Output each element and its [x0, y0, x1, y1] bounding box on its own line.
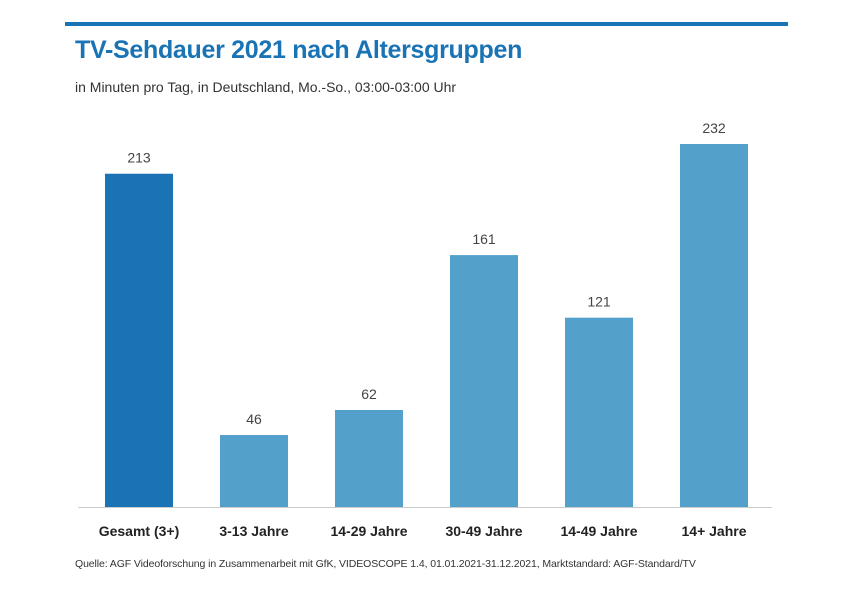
bar-2 [335, 409, 403, 507]
chart-subtitle: in Minuten pro Tag, in Deutschland, Mo.-… [75, 79, 457, 95]
category-label-1: 3-13 Jahre [219, 523, 288, 539]
top-accent-rule [65, 22, 788, 26]
bar-4 [565, 317, 633, 507]
bar-0 [105, 173, 173, 507]
category-label-3: 30-49 Jahre [445, 523, 522, 539]
data-label-0: 213 [127, 150, 151, 166]
data-label-5: 232 [702, 120, 726, 136]
category-label-0: Gesamt (3+) [99, 523, 180, 539]
category-label-4: 14-49 Jahre [560, 523, 637, 539]
data-label-1: 46 [246, 411, 262, 427]
chart-title: TV-Sehdauer 2021 nach Altersgruppen [75, 36, 523, 64]
data-label-3: 161 [472, 231, 496, 247]
category-label-5: 14+ Jahre [682, 523, 747, 539]
bar-3 [450, 255, 518, 507]
data-label-2: 62 [361, 386, 377, 402]
data-label-4: 121 [587, 294, 611, 310]
bar-1 [220, 435, 288, 507]
source-note: Quelle: AGF Videoforschung in Zusammenar… [75, 558, 696, 570]
category-label-2: 14-29 Jahre [330, 523, 407, 539]
bar-5 [680, 144, 748, 507]
